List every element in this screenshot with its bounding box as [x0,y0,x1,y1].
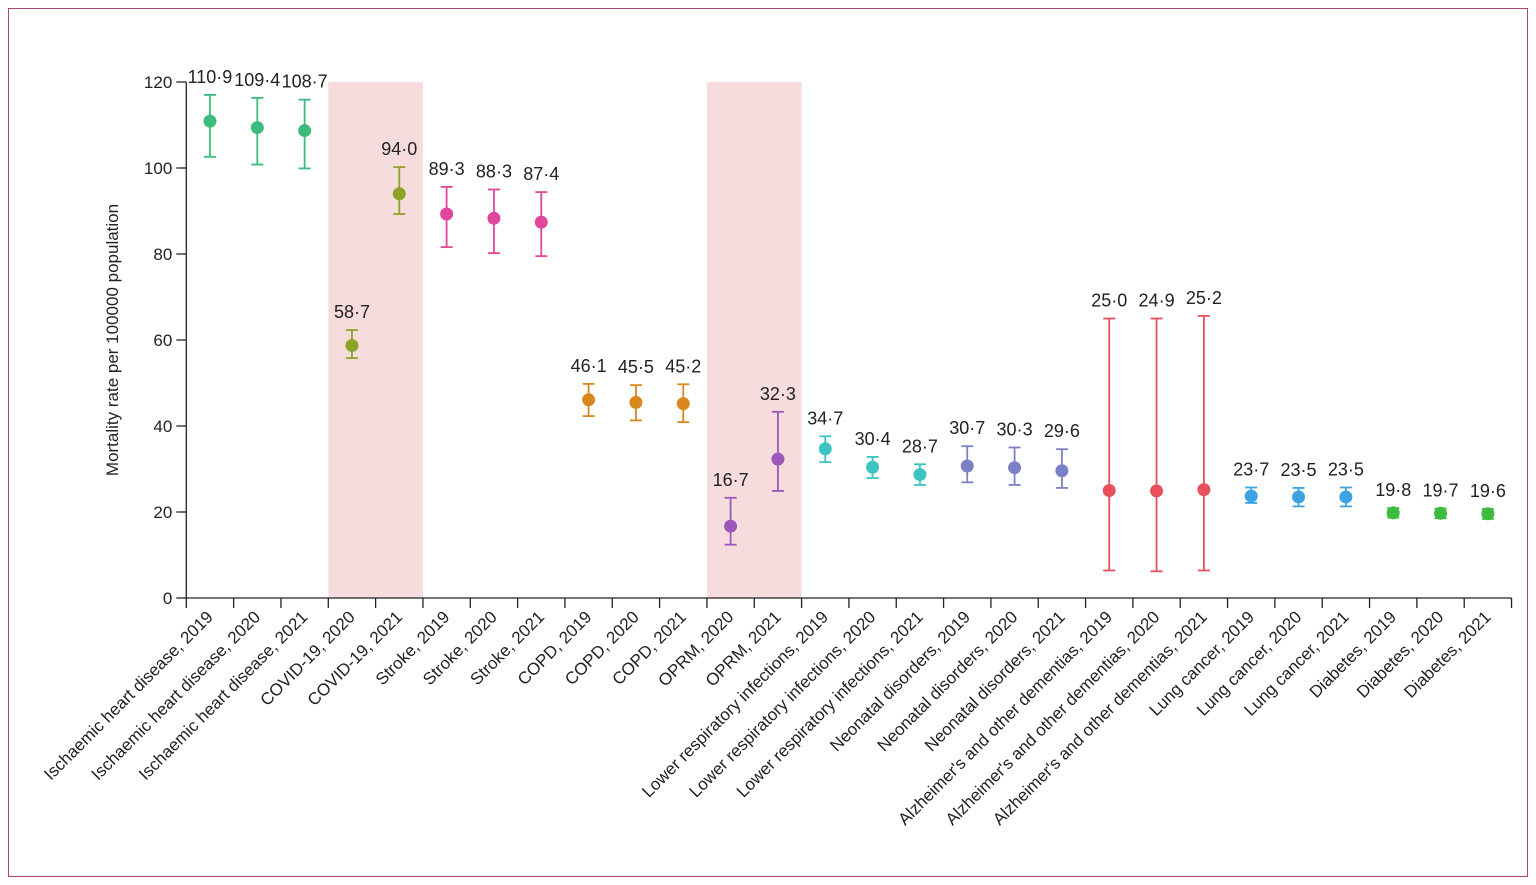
value-label: 110·9 [188,67,233,87]
value-label: 30·3 [997,420,1033,440]
y-tick-label: 20 [153,503,172,522]
point [250,121,264,135]
y-tick-label: 80 [153,245,172,264]
x-tick-label: Ischaemic heart disease, 2019 [40,607,216,783]
x-tick-label: Diabetes, 2021 [1400,607,1494,701]
point [392,187,406,201]
value-label: 94·0 [381,139,417,159]
value-label: 23·5 [1328,459,1364,479]
point [1055,464,1069,478]
value-label: 109·4 [234,70,280,90]
point [1386,506,1400,520]
point [1197,483,1211,497]
value-label: 58·7 [334,302,370,322]
point [1481,507,1495,521]
point [724,519,738,533]
value-label: 24·9 [1139,291,1175,311]
point [676,397,690,411]
value-label: 30·4 [855,429,891,449]
value-label: 46·1 [571,356,607,376]
value-label: 25·0 [1091,291,1127,311]
point [440,207,454,221]
value-label: 45·2 [665,356,701,376]
y-tick-label: 100 [144,159,172,178]
value-label: 32·3 [760,384,796,404]
value-label: 23·7 [1233,459,1269,479]
point [913,468,927,482]
value-label: 19·8 [1375,480,1411,500]
value-label: 23·5 [1281,460,1317,480]
point [866,460,880,474]
value-label: 19·7 [1423,481,1459,501]
point [771,452,785,466]
point [1434,506,1448,520]
value-label: 19·6 [1470,481,1506,501]
value-label: 16·7 [713,470,749,490]
value-label: 87·4 [523,164,559,184]
point [582,393,596,407]
frame [8,8,1528,877]
y-tick-label: 120 [144,73,172,92]
value-label: 108·7 [282,72,328,92]
point [487,211,501,225]
value-label: 45·5 [618,357,654,377]
y-tick-label: 40 [153,417,172,436]
point [1150,484,1164,498]
y-tick-label: 60 [153,331,172,350]
point [1008,461,1022,475]
point [534,215,548,229]
point [818,442,832,456]
value-label: 25·2 [1186,288,1222,308]
value-label: 29·6 [1044,421,1080,441]
y-axis-label: Mortality rate per 100000 population [103,204,122,476]
value-label: 34·7 [807,408,843,428]
value-label: 28·7 [902,436,938,456]
point [1244,489,1258,503]
value-label: 88·3 [476,162,512,182]
point [960,459,974,473]
point [298,124,312,138]
point [345,339,359,353]
point [1339,490,1353,504]
point [1102,484,1116,497]
value-label: 89·3 [429,159,465,179]
highlight-band [706,82,802,598]
y-tick-label: 0 [163,589,172,608]
point [629,395,643,409]
point [203,114,217,128]
value-label: 30·7 [949,418,985,438]
highlight-band [328,82,423,598]
point [1292,490,1306,504]
